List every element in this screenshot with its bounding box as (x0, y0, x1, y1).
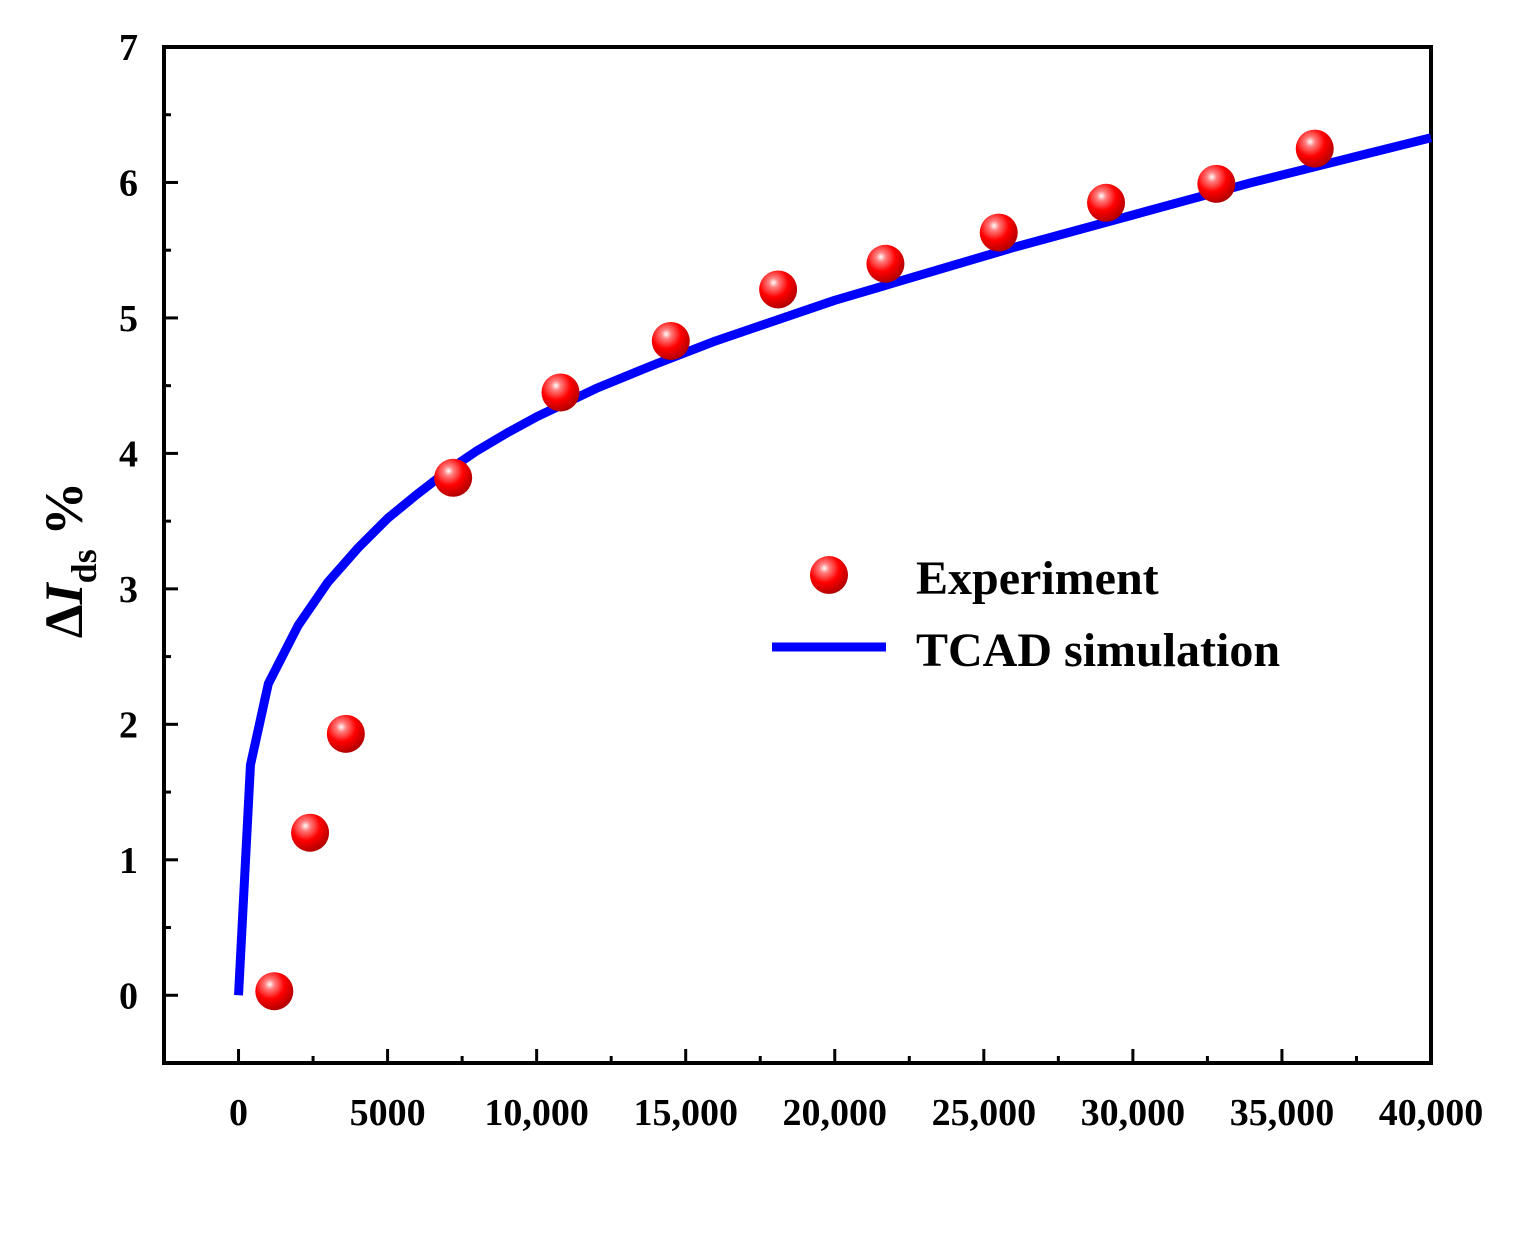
legend-tcad-label: TCAD simulation (916, 624, 1280, 677)
experiment-point (979, 213, 1018, 252)
x-tick-label: 15,000 (633, 1092, 738, 1134)
y-tick-label: 7 (119, 27, 138, 69)
experiment-point (326, 714, 365, 753)
experiment-point (291, 813, 330, 852)
plot-frame (162, 45, 1433, 1065)
x-tick-label: 40,000 (1379, 1092, 1484, 1134)
y-tick-label: 5 (119, 298, 138, 340)
experiment-point (759, 270, 798, 309)
experiment-point (866, 244, 905, 283)
x-tick-label: 20,000 (783, 1092, 888, 1134)
y-tick-label: 1 (119, 840, 138, 882)
x-tick-label: 30,000 (1081, 1092, 1186, 1134)
experiment-point (434, 458, 473, 497)
legend-experiment-marker (810, 556, 848, 594)
y-axis-title-subscript: ds (64, 549, 104, 583)
tcad-simulation-line (234, 133, 1433, 996)
experiment-point (1197, 164, 1236, 203)
y-tick-label: 4 (119, 433, 138, 475)
y-axis-title-prefix: Δ (34, 604, 94, 638)
y-axis-title-suffix: % (34, 482, 94, 550)
y-tick-label: 6 (119, 162, 138, 204)
experiment-point (541, 373, 580, 412)
x-tick-label: 35,000 (1230, 1092, 1335, 1134)
x-tick-label: 0 (229, 1092, 248, 1134)
y-axis-title: ΔIds % (34, 482, 104, 638)
y-axis-title-symbol: I (34, 581, 94, 605)
y-tick-label: 0 (119, 975, 138, 1017)
legend-experiment-label: Experiment (916, 552, 1159, 605)
y-tick-label: 3 (119, 569, 138, 611)
experiment-point (255, 972, 294, 1011)
x-tick-label: 5000 (350, 1092, 426, 1134)
x-tick-label: 10,000 (484, 1092, 589, 1134)
experiment-point (651, 321, 690, 360)
y-tick-label: 2 (119, 704, 138, 746)
experiment-point (1087, 183, 1126, 222)
experiment-point (1295, 129, 1334, 168)
x-tick-label: 25,000 (932, 1092, 1037, 1134)
